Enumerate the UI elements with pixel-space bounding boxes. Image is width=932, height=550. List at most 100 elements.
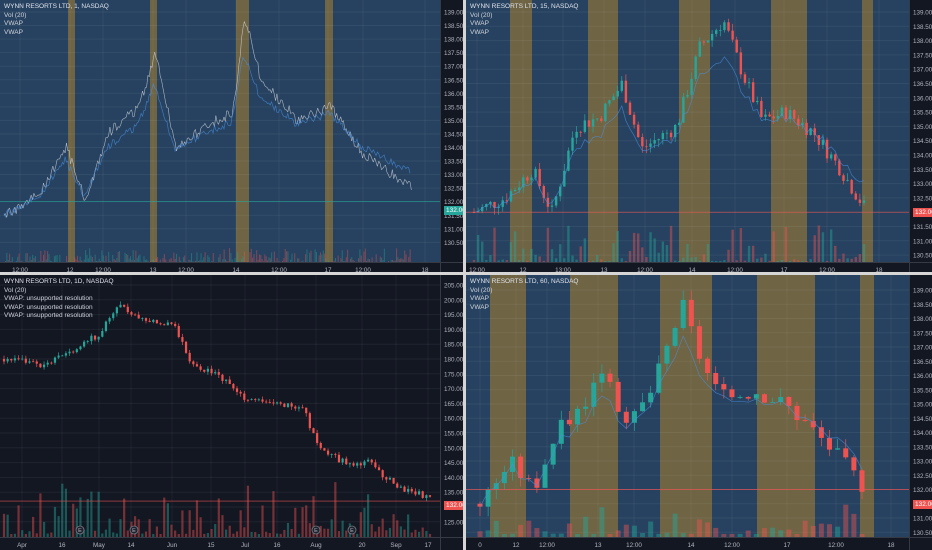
time-axis-label: 18	[887, 542, 895, 549]
price-tick-mark	[115, 123, 117, 131]
volume-bar	[283, 257, 285, 262]
study-vwap-2[interactable]: VWAP: unsupported resolution	[4, 303, 93, 311]
price-tick-mark	[83, 199, 86, 201]
volume-bar	[263, 261, 265, 262]
chart-canvas[interactable]: 205.00 200.00 195.00 190.00 185.00 180.00 175.…	[0, 275, 463, 550]
price-tick-mark	[214, 115, 217, 127]
pane-divider-horizontal[interactable]	[0, 272, 932, 275]
volume-bar	[858, 254, 862, 262]
candle-body	[159, 323, 162, 325]
price-tick-mark	[317, 107, 320, 112]
volume-bar	[37, 261, 39, 262]
chart-canvas[interactable]: 139.00 138.50 138.00 137.50 137.00 136.50 136.…	[466, 275, 932, 550]
volume-bar	[298, 258, 300, 262]
time-axis-label: 12:00	[271, 267, 287, 272]
price-tick-mark	[401, 181, 404, 185]
price-axis-label: 180.00	[444, 357, 463, 364]
price-tick-mark	[307, 112, 310, 119]
chart-pane-60min[interactable]: 139.00 138.50 138.00 137.50 137.00 136.50 136.…	[466, 275, 932, 550]
volume-bar	[291, 253, 293, 262]
candle-body	[534, 478, 540, 488]
volume-bar	[126, 530, 129, 537]
price-axis-label: 137.50	[444, 50, 463, 57]
volume-bar	[719, 260, 722, 262]
volume-bar	[366, 260, 368, 262]
price-tick-mark	[386, 172, 389, 175]
symbol-title[interactable]: WYNN RESORTS LTD, 60, NASDAQ	[470, 278, 579, 285]
price-tick-mark	[148, 65, 151, 77]
volume-bar	[417, 531, 421, 537]
volume-bar	[301, 507, 304, 537]
candle-body	[648, 392, 654, 403]
volume-bar	[178, 256, 180, 262]
volume-bar	[6, 514, 9, 537]
volume-bar	[550, 249, 554, 262]
chart-canvas[interactable]: 139.00 138.50 138.00 137.50 137.00 136.50 136.…	[0, 0, 463, 272]
study-vwap-2[interactable]: VWAP	[4, 28, 23, 36]
price-tick-mark	[87, 189, 90, 195]
study-volume[interactable]: Vol (20)	[470, 286, 493, 294]
candle-body	[130, 312, 133, 315]
candle-body	[192, 361, 195, 365]
candle-body	[181, 337, 184, 342]
time-axis-label: 17	[424, 542, 432, 549]
volume-bar	[188, 510, 191, 537]
chart-canvas[interactable]: 139.00 138.50 138.00 137.50 137.00 136.50 136.…	[466, 0, 932, 272]
price-axis-label: 195.00	[444, 312, 463, 319]
volume-bar	[218, 257, 220, 262]
study-vwap-1[interactable]: VWAP	[470, 295, 489, 303]
study-vwap-2[interactable]: VWAP	[470, 28, 489, 36]
study-volume[interactable]: Vol (20)	[470, 11, 493, 19]
candle-body	[152, 319, 155, 322]
study-vwap-1[interactable]: VWAP	[4, 20, 23, 28]
price-axis-label: 136.00	[913, 373, 932, 380]
study-vwap-3[interactable]: VWAP: unsupported resolution	[4, 312, 93, 320]
price-tick-mark	[187, 137, 189, 139]
chart-pane-daily[interactable]: 205.00 200.00 195.00 190.00 185.00 180.00 175.…	[0, 275, 463, 550]
candle-body	[421, 491, 424, 498]
extended-hours-band	[757, 275, 815, 537]
price-tick-mark	[227, 111, 230, 117]
study-volume[interactable]: Vol (20)	[4, 11, 27, 19]
volume-bar	[715, 260, 718, 262]
volume-bar	[191, 253, 193, 262]
price-axis-label: 131.50	[913, 224, 932, 231]
volume-bar	[631, 525, 637, 537]
candle-body	[312, 428, 315, 434]
pane-divider-vertical[interactable]	[463, 0, 466, 550]
price-tick-mark	[397, 179, 400, 183]
volume-bar	[706, 243, 710, 262]
candle-body	[57, 355, 60, 358]
symbol-title[interactable]: WYNN RESORTS LTD, 1, NASDAQ	[4, 3, 109, 10]
volume-bar	[678, 260, 681, 262]
volume-bar	[112, 254, 114, 262]
candle-body	[595, 118, 599, 120]
volume-bar	[192, 529, 195, 537]
symbol-title[interactable]: WYNN RESORTS LTD, 15, NASDAQ	[470, 3, 579, 10]
volume-bar	[476, 234, 480, 262]
symbol-title[interactable]: WYNN RESORTS LTD, 1D, NASDAQ	[4, 278, 114, 285]
volume-bar	[155, 526, 159, 537]
study-vwap-1[interactable]: VWAP: unsupported resolution	[4, 295, 93, 303]
study-vwap-1[interactable]: VWAP	[470, 20, 489, 28]
volume-bar	[276, 257, 278, 262]
volume-bar	[117, 251, 119, 262]
volume-bar	[393, 260, 395, 262]
chart-pane-15min[interactable]: 139.00 138.50 138.00 137.50 137.00 136.50 136.…	[466, 0, 932, 272]
study-volume[interactable]: Vol (20)	[4, 286, 27, 294]
study-vwap-2[interactable]: VWAP	[470, 303, 489, 311]
time-axis-label: 12	[519, 267, 527, 272]
volume-bar	[108, 251, 110, 262]
candle-body	[294, 406, 297, 409]
volume-bar	[219, 254, 221, 262]
volume-bar	[414, 529, 417, 537]
chart-pane-1min[interactable]: 139.00 138.50 138.00 137.50 137.00 136.50 136.…	[0, 0, 463, 272]
price-tick-mark	[189, 138, 192, 141]
candle-body	[32, 361, 35, 363]
price-axis-label: 155.00	[444, 431, 463, 438]
price-tick-mark	[74, 171, 77, 176]
volume-bar	[305, 505, 308, 537]
volume-bar	[396, 520, 399, 537]
candle-body	[637, 124, 640, 138]
price-tick-mark	[128, 110, 131, 115]
